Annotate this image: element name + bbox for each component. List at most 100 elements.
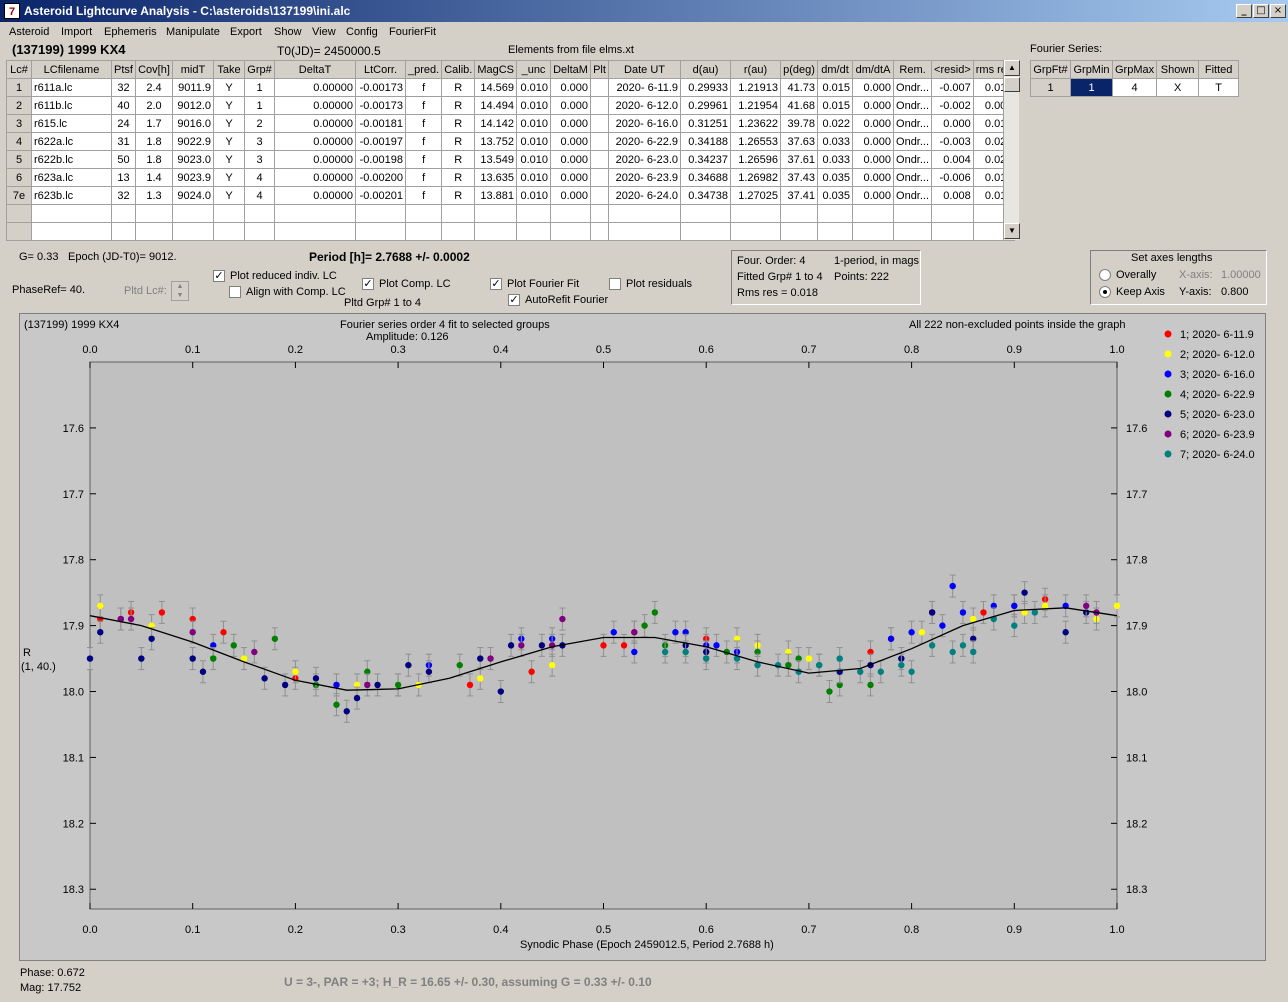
close-button[interactable]: ×: [1270, 4, 1286, 18]
table-cell[interactable]: 0.000: [550, 132, 592, 151]
table-cell[interactable]: 1.26553: [730, 132, 782, 151]
pltd-lc-spinner[interactable]: ▲ ▼: [171, 281, 189, 301]
lc-col-header[interactable]: Grp#: [244, 60, 275, 79]
title-bar[interactable]: 7 Asteroid Lightcurve Analysis - C:\aste…: [0, 0, 1288, 22]
fourier-cell[interactable]: X: [1156, 78, 1200, 97]
table-cell[interactable]: 0.34237: [680, 150, 732, 169]
table-cell[interactable]: 0.035: [817, 168, 854, 187]
table-cell[interactable]: [590, 78, 610, 97]
lc-col-header[interactable]: Calib.: [441, 60, 476, 79]
table-cell[interactable]: -0.006: [931, 168, 974, 187]
row-header[interactable]: 3: [6, 114, 32, 133]
table-cell[interactable]: 0.000: [550, 114, 592, 133]
table-cell[interactable]: 1.8: [135, 150, 173, 169]
table-cell[interactable]: 0.035: [817, 186, 854, 205]
lc-col-header[interactable]: Take: [213, 60, 245, 79]
table-cell[interactable]: 9022.9: [172, 132, 214, 151]
table-cell[interactable]: 1.26982: [730, 168, 782, 187]
table-cell[interactable]: 0.010: [516, 78, 552, 97]
table-cell[interactable]: [474, 222, 518, 241]
table-cell[interactable]: f: [404, 78, 443, 97]
menu-manipulate[interactable]: Manipulate: [166, 26, 220, 38]
table-cell[interactable]: [213, 204, 245, 223]
table-cell[interactable]: 37.43: [780, 168, 819, 187]
table-cell[interactable]: [274, 204, 356, 223]
table-cell[interactable]: 13.635: [474, 168, 518, 187]
table-cell[interactable]: [730, 222, 782, 241]
table-scrollbar[interactable]: ▲ ▼: [1003, 60, 1020, 240]
table-cell[interactable]: [817, 222, 854, 241]
table-cell[interactable]: R: [441, 96, 476, 115]
lc-col-header[interactable]: Plt: [590, 60, 610, 79]
table-cell[interactable]: [608, 222, 682, 241]
table-cell[interactable]: 0.000: [852, 150, 895, 169]
table-cell[interactable]: 3: [244, 150, 275, 169]
table-cell[interactable]: 1.3: [135, 186, 173, 205]
lc-col-header[interactable]: _pred.: [404, 60, 443, 79]
lightcurve-table[interactable]: Lc# LCfilename Ptsf Cov[h] midT Take Grp# Delta…: [6, 60, 1016, 241]
empty-row[interactable]: [6, 222, 1016, 241]
table-cell[interactable]: r611b.lc: [31, 96, 112, 115]
table-cell[interactable]: r615.lc: [31, 114, 112, 133]
table-cell[interactable]: -0.00173: [355, 78, 406, 97]
table-cell[interactable]: 0.010: [516, 132, 552, 151]
table-cell[interactable]: 0.010: [516, 186, 552, 205]
fourier-col-header[interactable]: Fitted: [1198, 60, 1240, 79]
menu-asteroid[interactable]: Asteroid: [9, 26, 50, 38]
fourier-cell[interactable]: T: [1198, 78, 1240, 97]
table-cell[interactable]: Ondr...: [893, 114, 933, 133]
table-cell[interactable]: r611a.lc: [31, 78, 112, 97]
plot-fourier-checkbox[interactable]: ✓: [490, 278, 502, 290]
table-cell[interactable]: 32: [111, 78, 136, 97]
table-cell[interactable]: [680, 204, 732, 223]
table-cell[interactable]: 0.010: [516, 96, 552, 115]
table-cell[interactable]: 9016.0: [172, 114, 214, 133]
lc-col-header[interactable]: Lc#: [6, 60, 32, 79]
table-cell[interactable]: [931, 204, 974, 223]
table-cell[interactable]: [590, 222, 610, 241]
table-cell[interactable]: Y: [213, 150, 245, 169]
fourier-series-table[interactable]: GrpFt# GrpMin GrpMax Shown Fitted 1 1 4 X T: [1030, 60, 1240, 97]
table-cell[interactable]: f: [404, 150, 443, 169]
plot-residuals-checkbox[interactable]: [609, 278, 621, 290]
table-cell[interactable]: 1.7: [135, 114, 173, 133]
row-header[interactable]: 6: [6, 168, 32, 187]
fourier-cell[interactable]: 1: [1030, 78, 1071, 97]
table-cell[interactable]: [6, 222, 32, 241]
table-cell[interactable]: R: [441, 150, 476, 169]
table-cell[interactable]: 0.00000: [274, 168, 356, 187]
row-header[interactable]: 4: [6, 132, 32, 151]
table-cell[interactable]: 14.569: [474, 78, 518, 97]
table-cell[interactable]: f: [404, 96, 443, 115]
lc-col-header[interactable]: dm/dt: [817, 60, 854, 79]
minimize-button[interactable]: _: [1236, 4, 1252, 18]
table-cell[interactable]: 2020- 6-16.0: [608, 114, 682, 133]
menu-show[interactable]: Show: [274, 26, 302, 38]
table-cell[interactable]: Y: [213, 186, 245, 205]
lc-col-header[interactable]: dm/dtA: [852, 60, 895, 79]
table-cell[interactable]: 2020- 6-11.9: [608, 78, 682, 97]
table-cell[interactable]: Ondr...: [893, 186, 933, 205]
table-cell[interactable]: Ondr...: [893, 96, 933, 115]
table-cell[interactable]: 37.41: [780, 186, 819, 205]
table-cell[interactable]: 37.63: [780, 132, 819, 151]
row-header[interactable]: 1: [6, 78, 32, 97]
fourier-col-header[interactable]: Shown: [1156, 60, 1200, 79]
lc-col-header[interactable]: <resid>: [931, 60, 974, 79]
table-cell[interactable]: [893, 222, 933, 241]
table-cell[interactable]: 0.29961: [680, 96, 732, 115]
table-cell[interactable]: [244, 222, 275, 241]
scroll-thumb[interactable]: [1004, 77, 1020, 92]
table-cell[interactable]: [111, 204, 136, 223]
table-cell[interactable]: 2020- 6-12.0: [608, 96, 682, 115]
table-row[interactable]: 4 r622a.lc 31 1.8 9022.9 Y 3 0.00000 -0.00197 f R 1…: [6, 132, 1016, 151]
table-cell[interactable]: [590, 96, 610, 115]
table-cell[interactable]: Ondr...: [893, 150, 933, 169]
menu-import[interactable]: Import: [61, 26, 93, 38]
lc-col-header[interactable]: midT: [172, 60, 214, 79]
menu-ephemeris[interactable]: Ephemeris: [104, 26, 157, 38]
table-row[interactable]: 5 r622b.lc 50 1.8 9023.0 Y 3 0.00000 -0.00198 f R 1…: [6, 150, 1016, 169]
table-cell[interactable]: 1.23622: [730, 114, 782, 133]
